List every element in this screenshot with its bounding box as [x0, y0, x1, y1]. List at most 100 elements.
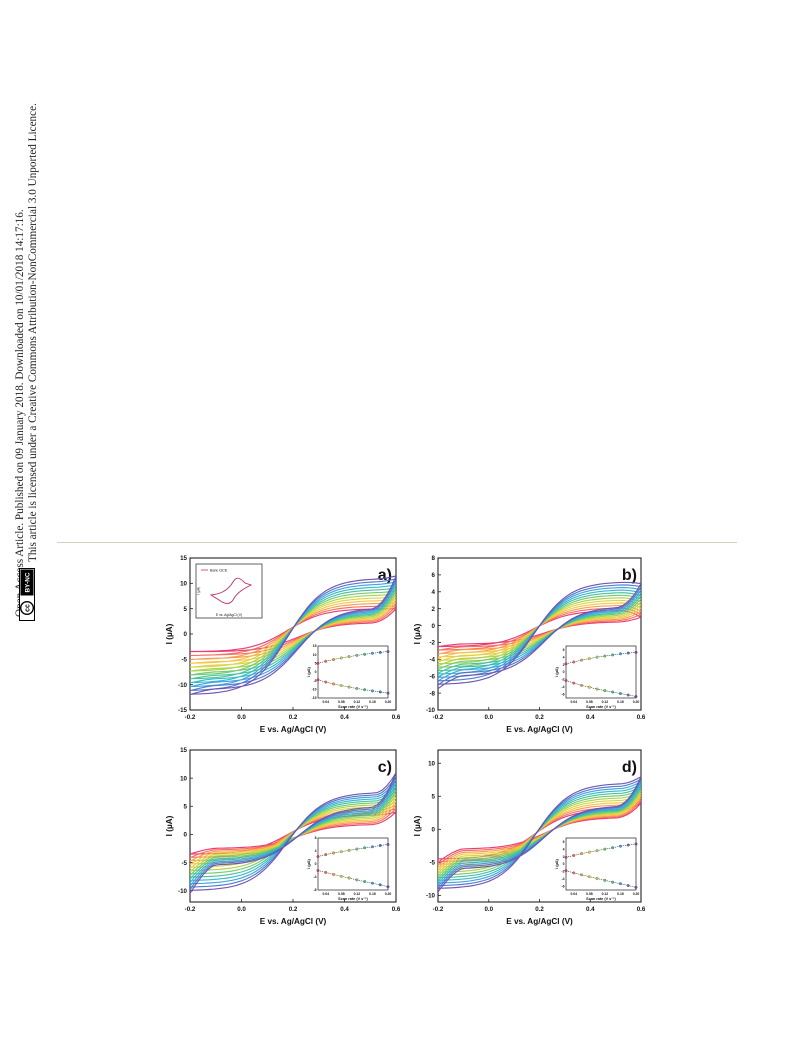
inset-point	[626, 884, 630, 887]
inset-y-tick-label: -2	[561, 870, 564, 874]
inset-point	[316, 661, 320, 665]
x-tick-label: 0.0	[484, 906, 493, 913]
inset-point	[324, 659, 328, 663]
inset-point	[386, 650, 390, 653]
cv-curve	[190, 599, 396, 664]
cv-curve	[190, 775, 396, 891]
inset-y-tick-label: -15	[312, 696, 317, 700]
y-tick-label: 10	[180, 775, 187, 782]
cv-curve	[438, 778, 641, 891]
inset-point	[386, 691, 390, 695]
inset-point	[611, 880, 615, 884]
inset-y-tick-label: 8	[315, 836, 317, 840]
cv-panel: -0.2 0.0 0.2 0.4 0.6 -15 -10 -5 0 5 10 15 E vs. Ag/A…	[165, 555, 401, 734]
y-tick-label: 4	[432, 589, 436, 596]
y-axis-label: I (µA)	[165, 815, 174, 836]
cv-curves	[190, 575, 396, 696]
cv-curve	[438, 599, 641, 663]
y-tick-label: -8	[429, 690, 435, 697]
inset-point	[564, 679, 568, 682]
inset-point	[572, 854, 576, 857]
y-tick-label: 5	[432, 793, 436, 800]
inset-point	[386, 885, 390, 889]
x-tick-label: 0.6	[637, 714, 646, 721]
inset-y-tick-label: 0	[315, 862, 317, 866]
bare-gce-curve	[209, 577, 253, 604]
y-tick-label: 0	[184, 832, 188, 839]
inset-point	[347, 848, 351, 852]
y-tick-label: 5	[184, 606, 188, 613]
cv-curve	[190, 790, 396, 877]
inset-y-tick-label: 4	[563, 655, 565, 659]
y-tick-label: -5	[181, 860, 187, 867]
y-tick-label: 6	[432, 572, 436, 579]
inset-point	[363, 688, 367, 692]
inset-x-tick-label: 0.04	[570, 700, 577, 704]
inset-point	[603, 689, 607, 692]
inset-x-tick-label: 0.08	[586, 700, 593, 704]
y-tick-label: -5	[181, 657, 187, 664]
bare-y-label: I (µA)	[197, 587, 201, 595]
inset-y-tick-label: 10	[313, 653, 317, 657]
inset-point	[363, 652, 367, 656]
scan-rate-inset: 0.04 0.08 0.12 0.16 0.20 -6 -4 -2 0 2 4 6 Scan rate …	[555, 837, 639, 901]
x-tick-label: 0.0	[484, 714, 493, 721]
cv-curve	[190, 779, 396, 888]
inset-point	[603, 654, 607, 658]
x-tick-label: 0.6	[637, 906, 646, 913]
cv-curve	[190, 584, 396, 684]
cv-panel: -0.2 0.0 0.2 0.4 0.6 -10 -5 0 5 10 E vs. Ag/AgCl (…	[413, 749, 646, 926]
cc-badge-text: cc	[25, 604, 32, 612]
inset-fit-line	[565, 870, 637, 888]
x-tick-label: 0.4	[340, 906, 349, 913]
cc-license-badge[interactable]: cc BY-NC	[19, 568, 35, 621]
inset-point	[611, 846, 615, 850]
inset-x-tick-label: 0.08	[338, 892, 345, 896]
scan-rate-inset: 0.04 0.08 0.12 0.16 0.20 -15 -10 -5 0 5 10 15 Scan r…	[307, 644, 391, 709]
cv-curve	[190, 575, 396, 696]
license-notice-line[interactable]: This article is licensed under a Creativ…	[27, 103, 39, 562]
inset-y-label: I (µA)	[555, 666, 559, 676]
inset-point	[332, 658, 335, 661]
inset-point	[378, 650, 382, 654]
cc-icon	[19, 600, 35, 616]
inset-y-tick-label: -4	[561, 685, 564, 689]
cv-curve	[438, 581, 641, 690]
scan-rate-inset: 0.04 0.08 0.12 0.16 0.20 -6 -4 -2 0 2 4 6 Scan rate …	[555, 645, 639, 709]
inset-x-tick-label: 0.20	[385, 892, 392, 896]
page-divider	[57, 542, 737, 543]
panel-label: a)	[378, 567, 392, 584]
cv-curve	[438, 610, 641, 648]
cv-curve	[438, 783, 641, 885]
y-tick-label: 0	[432, 623, 436, 630]
panel-label: c)	[378, 759, 392, 776]
inset-point	[587, 875, 591, 879]
inset-point	[587, 850, 591, 854]
inset-y-tick-label: 4	[563, 847, 565, 851]
cv-curve	[190, 587, 396, 680]
cv-curve	[190, 783, 396, 884]
inset-point	[603, 847, 607, 851]
bare-inset-frame	[195, 563, 263, 619]
inset-fit-line	[317, 651, 389, 664]
inset-x-tick-label: 0.16	[369, 700, 376, 704]
inset-x-tick-label: 0.12	[602, 700, 609, 704]
inset-fit-line	[317, 870, 389, 888]
y-tick-label: -10	[178, 888, 188, 895]
cv-curves	[438, 581, 641, 690]
inset-point	[634, 695, 638, 698]
inset-point	[580, 852, 583, 856]
inset-point	[363, 846, 367, 850]
inset-point	[316, 855, 320, 858]
inset-x-tick-label: 0.04	[322, 892, 329, 896]
inset-point	[339, 684, 343, 687]
inset-fit-line	[565, 680, 637, 697]
inset-point	[332, 851, 335, 855]
inset-point	[355, 878, 359, 882]
y-tick-label: 15	[180, 747, 187, 754]
inset-fit-line	[317, 844, 389, 857]
inset-x-label: Scan rate (V s⁻¹)	[586, 897, 616, 901]
inset-point	[347, 655, 351, 658]
inset-point	[572, 660, 576, 664]
y-tick-label: 0	[184, 631, 188, 638]
